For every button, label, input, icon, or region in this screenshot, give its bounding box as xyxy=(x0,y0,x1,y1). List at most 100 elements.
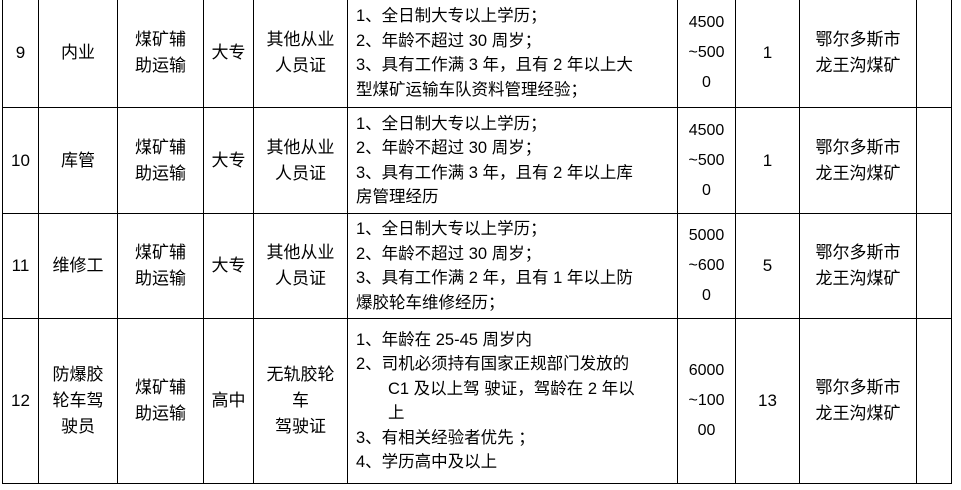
cell-line: 13 xyxy=(758,391,777,410)
cell-line: 0 xyxy=(702,74,711,91)
category-cell: 煤矿辅 助运输 xyxy=(117,0,204,108)
education-cell: 高中 xyxy=(203,318,254,484)
cell-line: 内业 xyxy=(61,43,95,62)
cell-line: 2、司机必须持有国家正规部门发放的 xyxy=(356,355,630,373)
table-row: 10 库管 煤矿辅 助运输 大专 其他从业 人员证 1、全日制大专以上学历； 2、年龄不超过 3… xyxy=(2,107,952,214)
count-cell: 5 xyxy=(735,213,800,319)
job-table: 9 内业 煤矿辅 助运输 大专 其他从业 人员证 1、全日制大专以上学历； 2、年龄不超过 30… xyxy=(2,0,952,484)
cell-line: 人员证 xyxy=(275,163,326,183)
cell-line: 助运输 xyxy=(135,404,186,423)
table-row: 9 内业 煤矿辅 助运输 大专 其他从业 人员证 1、全日制大专以上学历； 2、年龄不超过 30… xyxy=(2,0,952,108)
cell-line: 5000 xyxy=(688,227,725,244)
count-cell: 1 xyxy=(735,107,800,214)
cell-line: 6000 xyxy=(688,362,725,379)
cell-line: 防爆胶 xyxy=(52,365,104,384)
cell-line: 0 xyxy=(702,181,711,199)
cell-line: 助运输 xyxy=(135,163,186,183)
position-cell: 防爆胶 轮车驾 驶员 xyxy=(38,318,118,484)
cell-line: 4500 xyxy=(688,121,725,139)
cell-line: 房管理经历 xyxy=(356,188,439,206)
cell-line: 龙王沟煤矿 xyxy=(815,269,901,288)
requirements-cell: 1、全日制大专以上学历； 2、年龄不超过 30 周岁； 3、具有工作满 3 年，且有… xyxy=(347,0,678,108)
cell-line: 00 xyxy=(697,422,716,439)
education-cell: 大专 xyxy=(203,213,254,319)
no-cell: 9 xyxy=(2,0,39,108)
cell-line: ~500 xyxy=(688,44,725,61)
cell-line: 无轨胶轮 xyxy=(266,365,335,384)
cell-line: 驾驶证 xyxy=(275,417,326,436)
requirements-cell: 1、全日制大专以上学历； 2、年龄不超过 30 周岁； 3、具有工作满 3 年，且有… xyxy=(347,107,678,214)
cell-line: 鄂尔多斯市 xyxy=(815,30,901,49)
position-cell: 维修工 xyxy=(38,213,118,319)
salary-cell: 6000 ~100 00 xyxy=(677,318,736,484)
cell-line: 2、年龄不超过 30 周岁； xyxy=(356,244,542,263)
cell-line: 库管 xyxy=(61,150,95,170)
count-cell: 13 xyxy=(735,318,800,484)
no-cell: 10 xyxy=(2,107,39,214)
no-cell: 11 xyxy=(2,213,39,319)
certificate-cell: 其他从业 人员证 xyxy=(253,0,348,108)
requirements-cell: 1、全日制大专以上学历； 2、年龄不超过 30 周岁； 3、具有工作满 2 年，且有… xyxy=(347,213,678,319)
cell-line: 3、具有工作满 2 年，且有 1 年以上防 xyxy=(356,269,633,287)
cell-line: 型煤矿运输车队资料管理经验； xyxy=(356,80,587,99)
cell-line: ~500 xyxy=(688,151,725,169)
table-row: 12 防爆胶 轮车驾 驶员 煤矿辅助运输 高中 无轨胶轮车驾驶证 1、年龄在 25-45 周岁… xyxy=(2,318,952,484)
cell-line: 1、全日制大专以上学历； xyxy=(356,220,547,238)
cell-line: 其他从业 xyxy=(266,243,335,262)
salary-cell: 5000 ~600 0 xyxy=(677,213,736,319)
cell-line: 煤矿辅 xyxy=(135,30,186,49)
cell-line: 助运输 xyxy=(135,269,186,288)
empty-cell xyxy=(916,318,952,484)
cell-line: 大专 xyxy=(211,256,246,275)
cell-line: 鄂尔多斯市 xyxy=(815,137,901,157)
cell-line: 1、全日制大专以上学历； xyxy=(356,7,547,25)
cell-line: 爆胶轮车维修经历； xyxy=(356,293,505,312)
cell-line: 5 xyxy=(762,256,773,275)
cell-line: 4500 xyxy=(688,14,725,31)
cell-line: 其他从业 xyxy=(266,137,335,157)
category-cell: 煤矿辅 助运输 xyxy=(117,318,204,484)
certificate-cell: 无轨胶轮车驾驶证 xyxy=(253,318,348,484)
cell-line: 煤矿辅 xyxy=(135,378,186,397)
empty-cell xyxy=(916,0,952,108)
cell-line: 3、具有工作满 3 年，且有 2 年以上大 xyxy=(356,56,633,74)
cell-line: 车 xyxy=(292,391,309,410)
category-cell: 煤矿辅 助运输 xyxy=(117,107,204,214)
cell-line: 人员证 xyxy=(275,56,326,75)
cell-line: 10 xyxy=(11,150,30,170)
cell-line: 1 xyxy=(762,150,773,170)
cell-line: 1、年龄在 25-45 周岁内 xyxy=(356,330,533,349)
cell-line: 4、学历高中及以上 xyxy=(356,453,498,471)
cell-line: ~600 xyxy=(688,257,725,274)
cell-line: 2、年龄不超过 30 周岁； xyxy=(356,31,542,50)
position-cell: 内业 xyxy=(38,0,118,108)
cell-line: 1、全日制大专以上学历； xyxy=(356,114,547,133)
cell-line: 12 xyxy=(11,391,30,410)
cell-line: 鄂尔多斯市 xyxy=(815,243,901,262)
cell-line: 鄂尔多斯市 xyxy=(815,378,901,397)
salary-cell: 4500 ~500 0 xyxy=(677,107,736,214)
education-cell: 大专 xyxy=(203,0,254,108)
cell-line: 大专 xyxy=(211,150,246,170)
certificate-cell: 其他从业 人员证 xyxy=(253,107,348,214)
cell-line: 3、具有工作满 3 年，且有 2 年以上库 xyxy=(356,163,633,182)
cell-line: 9 xyxy=(15,43,26,62)
cell-line: 上 xyxy=(388,404,405,422)
cell-line: 11 xyxy=(11,256,30,275)
location-cell: 鄂尔多斯市龙王沟煤矿 xyxy=(799,107,917,214)
location-cell: 鄂尔多斯市 龙王沟煤矿 xyxy=(799,318,917,484)
location-cell: 鄂尔多斯市龙王沟煤矿 xyxy=(799,213,917,319)
cell-line: 龙王沟煤矿 xyxy=(815,163,901,183)
cell-line: 驶员 xyxy=(61,417,95,436)
education-cell: 大专 xyxy=(203,107,254,214)
cell-line: 煤矿辅 xyxy=(135,137,186,157)
cell-line: 1 xyxy=(762,43,773,62)
location-cell: 鄂尔多斯市龙王沟煤矿 xyxy=(799,0,917,108)
cell-line: ~100 xyxy=(688,392,725,409)
cell-line: 龙王沟煤矿 xyxy=(815,56,901,75)
cell-line: 维修工 xyxy=(52,256,104,275)
count-cell: 1 xyxy=(735,0,800,108)
cell-line: 煤矿辅 xyxy=(135,243,186,262)
cell-line: C1 及以上驾 驶证，驾龄在 2 年以 xyxy=(388,379,635,398)
empty-cell xyxy=(916,107,952,214)
